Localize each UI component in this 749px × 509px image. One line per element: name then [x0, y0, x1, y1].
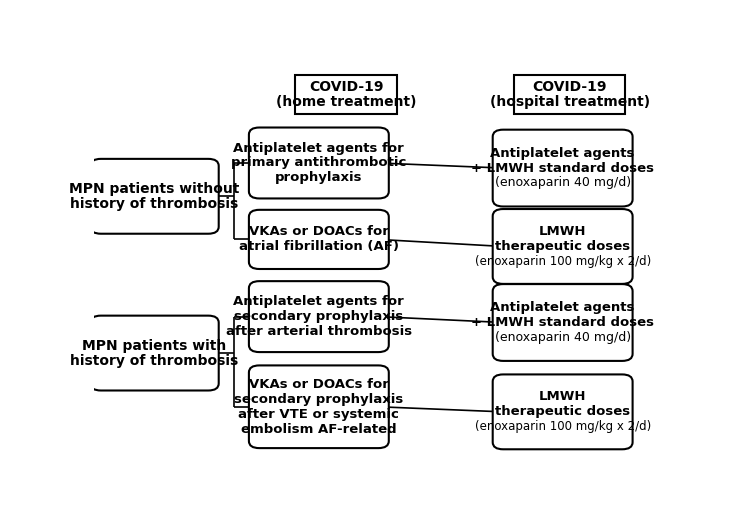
FancyBboxPatch shape	[493, 130, 633, 207]
Text: VKAs or DOACs for: VKAs or DOACs for	[249, 225, 389, 238]
Text: (enoxaparin 40 mg/d): (enoxaparin 40 mg/d)	[494, 331, 631, 344]
Text: MPN patients without: MPN patients without	[70, 182, 240, 196]
Text: LMWH: LMWH	[539, 390, 586, 404]
Text: (enoxaparin 40 mg/d): (enoxaparin 40 mg/d)	[494, 177, 631, 189]
Text: history of thrombosis: history of thrombosis	[70, 354, 239, 367]
Text: primary antithrombotic: primary antithrombotic	[231, 156, 407, 169]
FancyBboxPatch shape	[91, 159, 219, 234]
Text: LMWH: LMWH	[539, 225, 586, 238]
Text: COVID-19: COVID-19	[309, 80, 383, 94]
Text: MPN patients with: MPN patients with	[82, 338, 227, 353]
FancyBboxPatch shape	[295, 75, 397, 114]
Text: VKAs or DOACs for: VKAs or DOACs for	[249, 378, 389, 391]
Text: (enoxaparin 100 mg/kg x 2/d): (enoxaparin 100 mg/kg x 2/d)	[475, 420, 651, 433]
Text: COVID-19: COVID-19	[533, 80, 607, 94]
Text: (enoxaparin 100 mg/kg x 2/d): (enoxaparin 100 mg/kg x 2/d)	[475, 255, 651, 268]
Text: therapeutic doses: therapeutic doses	[495, 405, 630, 418]
FancyBboxPatch shape	[515, 75, 625, 114]
Text: Antiplatelet agents for: Antiplatelet agents for	[234, 142, 404, 155]
FancyBboxPatch shape	[91, 316, 219, 390]
FancyBboxPatch shape	[249, 128, 389, 199]
Text: prophylaxis: prophylaxis	[275, 172, 363, 184]
FancyBboxPatch shape	[249, 210, 389, 269]
FancyBboxPatch shape	[493, 375, 633, 449]
Text: after VTE or systemic: after VTE or systemic	[238, 408, 399, 421]
Text: embolism AF-related: embolism AF-related	[241, 422, 397, 436]
Text: after arterial thrombosis: after arterial thrombosis	[225, 325, 412, 338]
Text: (home treatment): (home treatment)	[276, 95, 416, 109]
Text: history of thrombosis: history of thrombosis	[70, 197, 239, 211]
Text: Antiplatelet agents for: Antiplatelet agents for	[234, 295, 404, 308]
FancyBboxPatch shape	[249, 365, 389, 448]
Text: (hospital treatment): (hospital treatment)	[490, 95, 649, 109]
FancyBboxPatch shape	[493, 284, 633, 361]
Text: + LMWH standard doses: + LMWH standard doses	[471, 316, 654, 329]
Text: secondary prophylaxis: secondary prophylaxis	[234, 310, 404, 323]
Text: therapeutic doses: therapeutic doses	[495, 240, 630, 253]
FancyBboxPatch shape	[249, 281, 389, 352]
Text: + LMWH standard doses: + LMWH standard doses	[471, 161, 654, 175]
Text: Antiplatelet agents: Antiplatelet agents	[491, 301, 635, 314]
Text: secondary prophylaxis: secondary prophylaxis	[234, 393, 404, 406]
FancyBboxPatch shape	[493, 209, 633, 284]
Text: atrial fibrillation (AF): atrial fibrillation (AF)	[239, 240, 399, 253]
Text: Antiplatelet agents: Antiplatelet agents	[491, 147, 635, 160]
